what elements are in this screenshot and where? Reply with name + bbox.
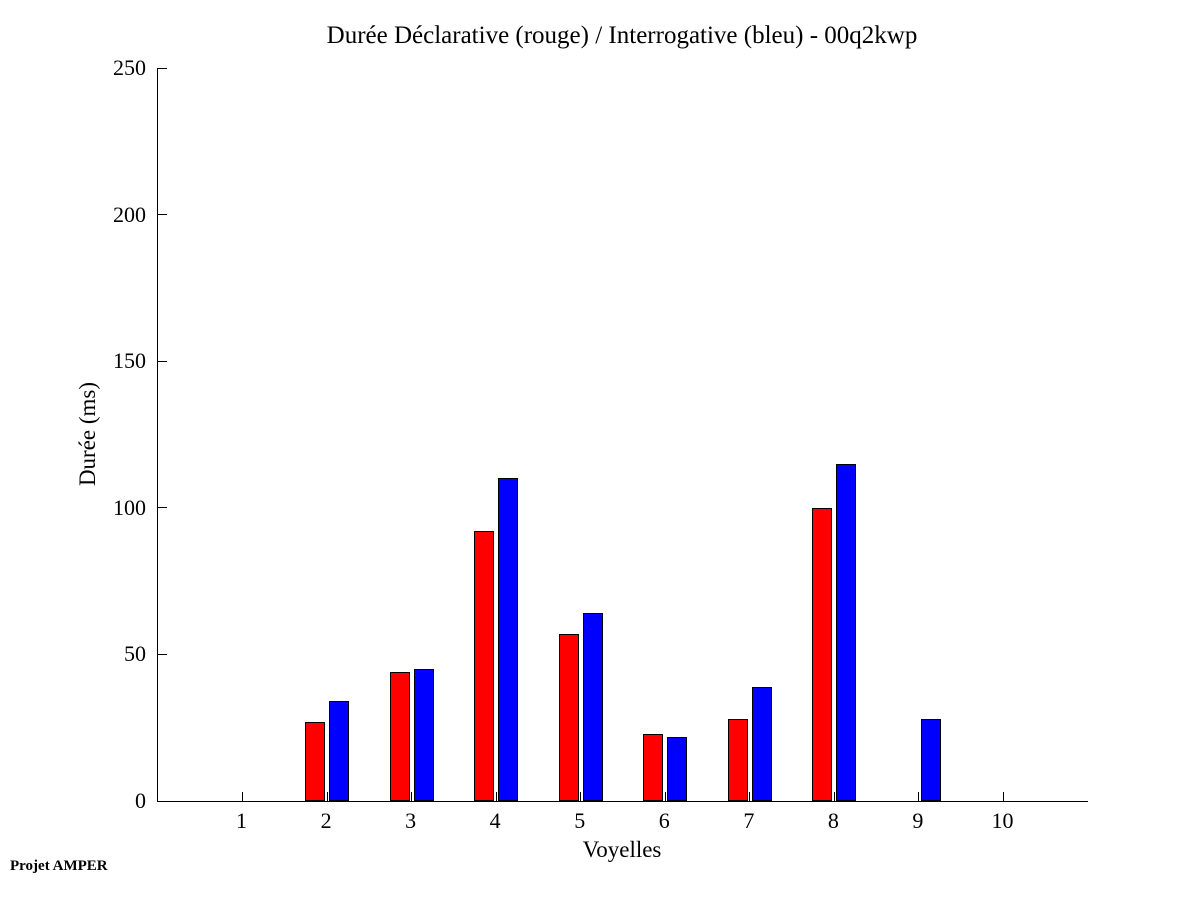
footer-note: Projet AMPER [10, 858, 108, 874]
bar-interrogative-2 [329, 701, 350, 801]
x-tick-label: 1 [236, 808, 248, 833]
bar-interrogative-7 [751, 686, 772, 801]
x-tick-mark [495, 792, 497, 801]
y-tick-mark [158, 214, 167, 216]
bar-interrogative-9 [920, 718, 941, 801]
y-tick-mark [158, 800, 167, 802]
x-tick-mark [326, 792, 328, 801]
x-tick-mark [242, 792, 244, 801]
y-tick-label: 200 [113, 201, 146, 227]
y-tick-mark [158, 653, 167, 655]
x-tick-label: 4 [489, 808, 501, 833]
x-tick-label: 3 [405, 808, 417, 833]
x-tick-label: 6 [658, 808, 670, 833]
y-tick-mark [158, 67, 167, 69]
x-tick-label: 5 [574, 808, 586, 833]
y-tick-mark [158, 507, 167, 509]
y-tick-mark [158, 360, 167, 362]
x-tick-mark [918, 792, 920, 801]
y-tick-label: 0 [135, 788, 146, 813]
bar-declarative-7 [727, 718, 748, 801]
x-tick-label: 7 [743, 808, 755, 833]
bar-interrogative-5 [582, 613, 603, 801]
x-tick-mark [749, 792, 751, 801]
y-tick-label: 150 [113, 348, 146, 374]
chart-title: Durée Déclarative (rouge) / Interrogativ… [326, 22, 918, 49]
x-tick-label: 9 [912, 808, 924, 833]
bar-interrogative-4 [498, 478, 519, 801]
bar-interrogative-6 [667, 736, 688, 801]
bar-declarative-5 [558, 633, 579, 801]
bar-declarative-4 [474, 531, 495, 801]
bar-declarative-8 [812, 507, 833, 801]
plot-area [157, 67, 1088, 802]
y-tick-label: 250 [113, 55, 146, 80]
x-tick-label: 8 [827, 808, 839, 833]
x-tick-mark [580, 792, 582, 801]
x-tick-mark [664, 792, 666, 801]
bar-declarative-6 [643, 733, 664, 801]
x-tick-mark [833, 792, 835, 801]
x-axis-title: Voyelles [582, 837, 662, 862]
y-tick-label: 50 [124, 641, 146, 667]
bar-declarative-2 [305, 721, 326, 801]
x-tick-mark [1002, 792, 1004, 801]
bar-interrogative-3 [413, 669, 434, 801]
y-axis-title: Durée (ms) [75, 381, 100, 487]
x-tick-label: 2 [320, 808, 332, 833]
x-tick-label: 10 [991, 808, 1014, 833]
bar-declarative-3 [389, 672, 410, 801]
x-tick-mark [411, 792, 413, 801]
bar-interrogative-8 [836, 463, 857, 801]
y-tick-label: 100 [113, 494, 146, 520]
